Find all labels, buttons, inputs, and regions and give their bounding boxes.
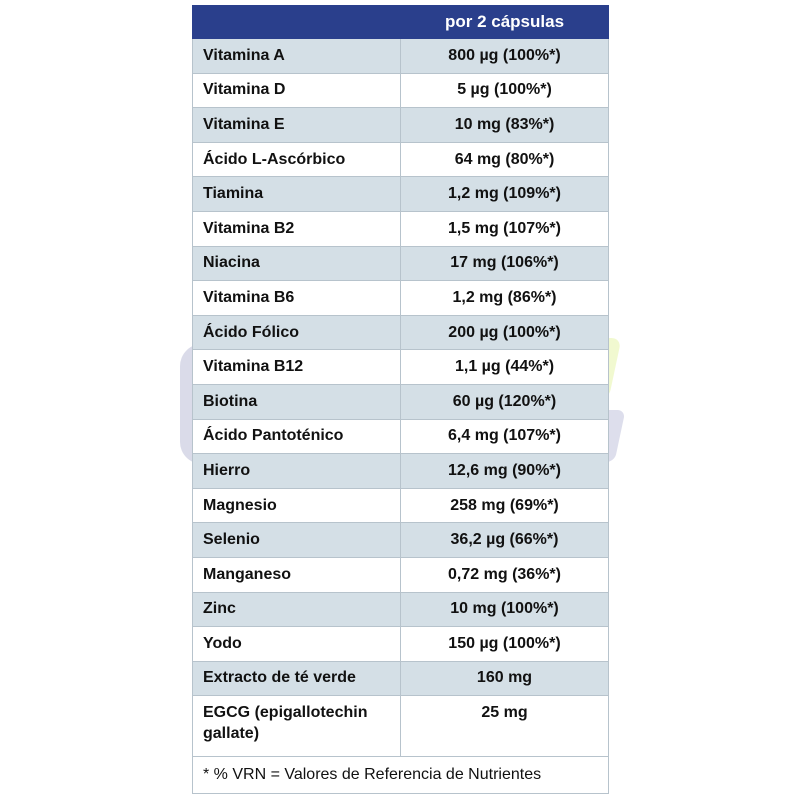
nutrient-name: Vitamina B12	[192, 349, 401, 385]
nutrient-value: 60 µg (120%*)	[400, 383, 609, 420]
nutrient-name: EGCG (epigallotechin gallate)	[192, 695, 401, 758]
table-row: Ácido L-Ascórbico 64 mg (80%*)	[192, 141, 609, 178]
nutrient-name: Biotina	[192, 383, 401, 420]
nutrient-value: 160 mg	[400, 660, 609, 697]
nutrient-value: 36,2 µg (66%*)	[400, 522, 609, 558]
nutrient-name: Vitamina A	[192, 38, 401, 74]
nutrient-name: Hierro	[192, 453, 401, 489]
nutrient-name: Zinc	[192, 591, 401, 628]
nutrient-name: Tiamina	[192, 176, 401, 212]
table-row: Biotina 60 µg (120%*)	[192, 383, 609, 420]
nutrient-name: Yodo	[192, 626, 401, 662]
header-row: por 2 cápsulas	[192, 5, 609, 39]
nutrient-value: 1,5 mg (107%*)	[400, 210, 609, 247]
nutrient-name: Ácido Pantoténico	[192, 418, 401, 455]
nutrient-value: 17 mg (106%*)	[400, 245, 609, 282]
nutrient-name: Extracto de té verde	[192, 660, 401, 697]
nutrient-name: Ácido L-Ascórbico	[192, 141, 401, 178]
nutrient-name: Manganeso	[192, 556, 401, 593]
table-row: Vitamina B2 1,5 mg (107%*)	[192, 210, 609, 247]
nutrient-value: 12,6 mg (90%*)	[400, 453, 609, 489]
nutrient-value: 10 mg (83%*)	[400, 107, 609, 143]
nutrient-value: 25 mg	[400, 695, 609, 758]
nutrient-name: Magnesio	[192, 487, 401, 524]
nutrient-value: 64 mg (80%*)	[400, 141, 609, 178]
nutrient-value: 1,2 mg (109%*)	[400, 176, 609, 212]
nutrient-value: 10 mg (100%*)	[400, 591, 609, 628]
table-row: EGCG (epigallotechin gallate) 25 mg	[192, 695, 609, 758]
footnote-text: * % VRN = Valores de Referencia de Nutri…	[192, 756, 609, 795]
nutrient-name: Ácido Fólico	[192, 314, 401, 351]
table-header: por 2 cápsulas	[192, 5, 609, 39]
nutrient-value: 800 µg (100%*)	[400, 38, 609, 74]
nutrient-value: 1,2 mg (86%*)	[400, 280, 609, 316]
nutrient-value: 1,1 µg (44%*)	[400, 349, 609, 385]
table-row: Yodo 150 µg (100%*)	[192, 626, 609, 662]
nutrient-name: Selenio	[192, 522, 401, 558]
table-row: Niacina 17 mg (106%*)	[192, 245, 609, 282]
table-row: Vitamina A 800 µg (100%*)	[192, 38, 609, 74]
table-row: Ácido Pantoténico 6,4 mg (107%*)	[192, 418, 609, 455]
table-row: Hierro 12,6 mg (90%*)	[192, 453, 609, 489]
nutrient-name: Niacina	[192, 245, 401, 282]
table-row: Tiamina 1,2 mg (109%*)	[192, 176, 609, 212]
table-row: Zinc 10 mg (100%*)	[192, 591, 609, 628]
nutrient-name: Vitamina B6	[192, 280, 401, 316]
header-cell-per-dose: por 2 cápsulas	[400, 5, 609, 39]
nutrient-name: Vitamina D	[192, 72, 401, 109]
nutrient-name: Vitamina B2	[192, 210, 401, 247]
table-footer: * % VRN = Valores de Referencia de Nutri…	[192, 756, 609, 795]
nutrition-table-container: por 2 cápsulas Vitamina A 800 µg (100%*) …	[192, 5, 609, 795]
table-row: Vitamina B6 1,2 mg (86%*)	[192, 280, 609, 316]
table-row: Ácido Fólico 200 µg (100%*)	[192, 314, 609, 351]
table-row: Vitamina B12 1,1 µg (44%*)	[192, 349, 609, 385]
table-row: Manganeso 0,72 mg (36%*)	[192, 556, 609, 593]
nutrient-value: 6,4 mg (107%*)	[400, 418, 609, 455]
nutrient-value: 0,72 mg (36%*)	[400, 556, 609, 593]
nutrient-name: Vitamina E	[192, 107, 401, 143]
header-cell-nutrient	[192, 5, 401, 39]
nutrient-value: 200 µg (100%*)	[400, 314, 609, 351]
table-row: Vitamina E 10 mg (83%*)	[192, 107, 609, 143]
nutrient-value: 258 mg (69%*)	[400, 487, 609, 524]
table-row: Extracto de té verde 160 mg	[192, 660, 609, 697]
nutrient-value: 150 µg (100%*)	[400, 626, 609, 662]
nutrition-table: por 2 cápsulas Vitamina A 800 µg (100%*) …	[192, 5, 609, 795]
table-row: Selenio 36,2 µg (66%*)	[192, 522, 609, 558]
nutrient-value: 5 µg (100%*)	[400, 72, 609, 109]
footnote-row: * % VRN = Valores de Referencia de Nutri…	[192, 756, 609, 795]
table-row: Magnesio 258 mg (69%*)	[192, 487, 609, 524]
